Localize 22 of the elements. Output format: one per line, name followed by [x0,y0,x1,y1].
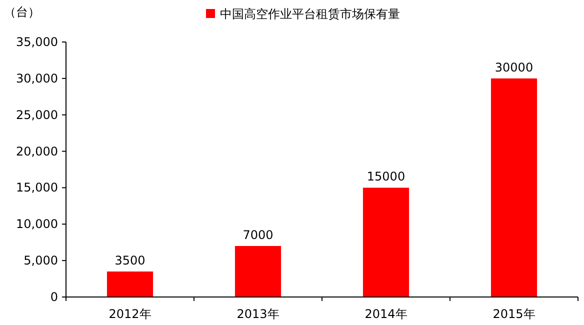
y-tick-label: 15,000 [16,180,58,195]
x-tick-label: 2014年 [364,307,408,321]
data-label: 3500 [114,254,146,268]
y-tick-label: 0 [50,290,58,304]
bar [490,78,538,297]
y-tick-label: 30,000 [16,71,58,86]
data-label: 15000 [366,170,406,184]
y-tick-label: 25,000 [16,108,58,122]
bar [362,188,410,297]
y-axis-title: （台） [4,5,40,19]
y-tick-label: 20,000 [16,144,58,158]
y-tick-label: 5,000 [24,254,58,268]
x-tick-label: 2013年 [236,307,280,321]
x-tick-label: 2012年 [108,307,152,321]
y-tick-label: 35,000 [16,35,58,49]
y-tick-label: 10,000 [16,217,58,232]
bar [234,246,282,297]
data-label: 7000 [242,228,274,242]
bar [106,272,154,297]
legend-label: 中国高空作业平台租赁市场保有量 [220,7,400,21]
data-label: 30000 [494,60,534,74]
x-tick-label: 2015年 [492,307,536,321]
